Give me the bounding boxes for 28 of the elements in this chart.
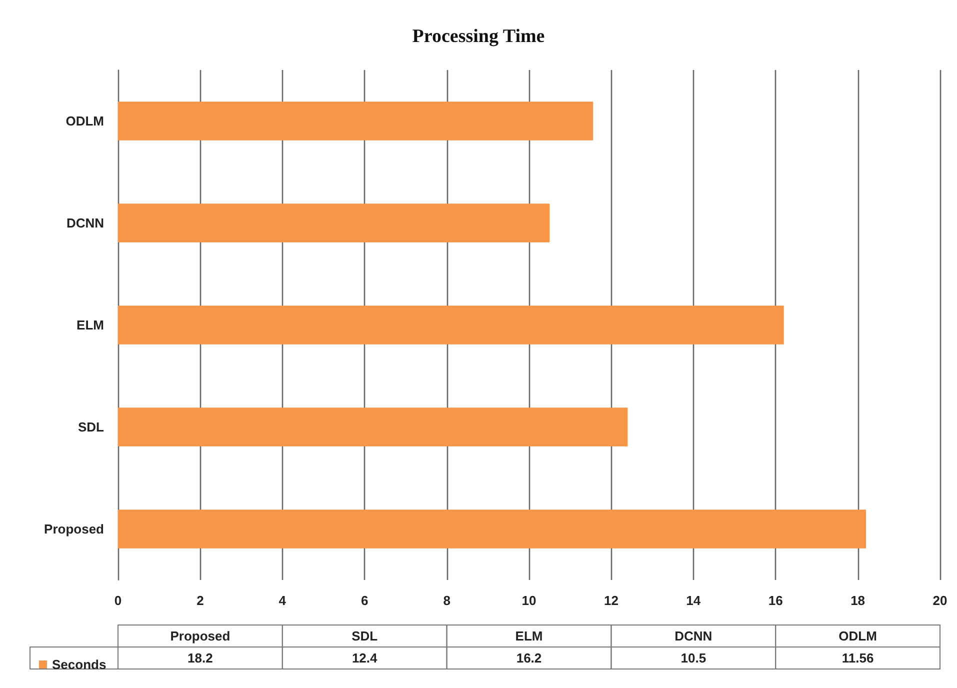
x-tick-label: 8	[443, 593, 450, 608]
y-tick-label: DCNN	[66, 216, 104, 230]
x-tick-label: 2	[196, 593, 204, 608]
text: 16.2	[516, 650, 542, 666]
category-label: DCNN	[674, 628, 712, 644]
x-tick-label: 0	[114, 593, 122, 608]
legend-label: Seconds	[52, 657, 106, 672]
chart-title: Processing Time	[412, 26, 545, 47]
x-tick-label: 14	[686, 593, 702, 608]
category-label: Proposed	[170, 628, 230, 644]
x-tick-label: 18	[850, 593, 866, 608]
text: 18.2	[188, 650, 213, 666]
x-tick-label: 20	[932, 593, 948, 608]
category-label: ODLM	[838, 628, 877, 644]
y-tick-label: ODLM	[66, 114, 104, 128]
y-tick-label: ELM	[76, 318, 104, 332]
y-tick-label: SDL	[78, 420, 104, 434]
category-label: SDL	[352, 628, 378, 644]
y-tick-label: Proposed	[44, 522, 104, 536]
category-label: ELM	[515, 628, 543, 644]
x-tick-label: 16	[768, 593, 783, 608]
x-tick-label: 4	[278, 593, 287, 608]
text: 11.56	[842, 650, 874, 666]
x-tick-label: 10	[522, 593, 536, 608]
x-tick-label: 12	[604, 593, 618, 608]
text: 10.5	[680, 650, 706, 666]
text: 12.4	[352, 650, 378, 666]
x-tick-label: 6	[360, 593, 368, 608]
